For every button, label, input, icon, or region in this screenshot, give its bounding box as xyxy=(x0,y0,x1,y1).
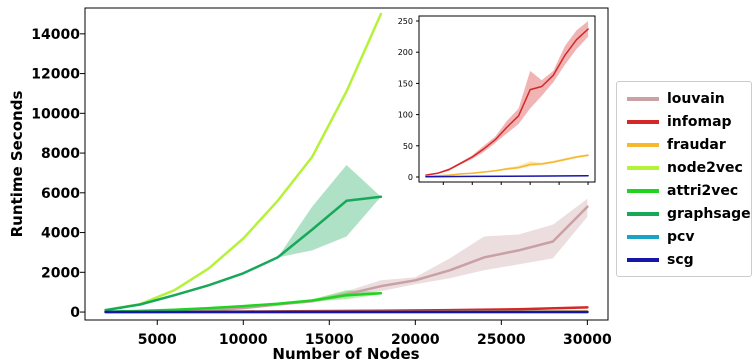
legend-item-graphsage: graphsage xyxy=(627,203,751,225)
legend-item-scg: scg xyxy=(627,249,751,271)
y-tick-label: 2000 xyxy=(41,265,80,281)
y-tick-label: 8000 xyxy=(41,146,80,162)
inset-y-tick-label: 200 xyxy=(398,48,413,57)
legend-swatch xyxy=(627,143,659,147)
main-series-lines xyxy=(104,12,589,314)
main-y-axis-ticks: 0 2000 4000 6000 8000 10000 12000 14000 xyxy=(31,27,85,321)
legend-label: scg xyxy=(667,252,694,268)
legend-label: fraudar xyxy=(667,137,726,153)
x-axis-label: Number of Nodes xyxy=(272,345,419,363)
legend-item-attri2vec: attri2vec xyxy=(627,180,751,202)
y-tick-label: 12000 xyxy=(31,67,80,83)
main-line-attri2vec xyxy=(104,291,383,313)
inset-series-lines xyxy=(425,28,589,178)
inset-line-scg xyxy=(425,175,589,178)
x-tick-label: 30000 xyxy=(563,332,612,348)
y-tick-label: 10000 xyxy=(31,106,80,122)
main-band-graphsage xyxy=(105,165,381,311)
legend-item-pcv: pcv xyxy=(627,226,751,248)
legend-label: attri2vec xyxy=(667,183,739,199)
x-tick-label: 10000 xyxy=(219,332,268,348)
legend-swatch xyxy=(627,258,659,262)
legend-label: infomap xyxy=(667,114,732,130)
inset-y-tick-label: 50 xyxy=(403,142,413,151)
legend-item-node2vec: node2vec xyxy=(627,157,751,179)
x-tick-label: 15000 xyxy=(305,332,354,348)
legend-swatch xyxy=(627,120,659,124)
y-tick-label: 14000 xyxy=(31,27,80,43)
legend-item-louvain: louvain xyxy=(627,88,751,110)
main-line-graphsage xyxy=(104,195,383,312)
main-line-node2vec xyxy=(104,12,383,312)
legend-swatch xyxy=(627,189,659,193)
chart-legend: louvain infomap fraudar node2vec attri2vec gr… xyxy=(616,81,752,277)
y-tick-label: 6000 xyxy=(41,186,80,202)
legend-swatch xyxy=(627,166,659,170)
main-band-node2vec xyxy=(105,14,381,311)
inset-y-axis-ticks: 0 50 100 150 200 250 xyxy=(398,17,419,182)
inset-x-axis-ticks xyxy=(442,182,589,185)
y-tick-label: 4000 xyxy=(41,226,80,242)
legend-label: graphsage xyxy=(667,206,751,222)
inset-y-tick-label: 0 xyxy=(408,173,413,182)
legend-label: louvain xyxy=(667,91,725,107)
y-axis-label: Runtime Seconds xyxy=(8,91,26,238)
main-plot-frame xyxy=(84,7,609,321)
x-tick-label: 5000 xyxy=(138,332,177,348)
legend-label: node2vec xyxy=(667,160,743,176)
inset-plot-frame xyxy=(418,15,596,183)
inset-background xyxy=(394,12,600,184)
legend-swatch xyxy=(627,97,659,101)
legend-swatch xyxy=(627,235,659,239)
x-tick-label: 25000 xyxy=(477,332,526,348)
x-tick-label: 20000 xyxy=(391,332,440,348)
y-tick-label: 0 xyxy=(70,305,80,321)
inset-line-infomap xyxy=(425,28,589,176)
inset-y-tick-label: 100 xyxy=(398,111,413,120)
legend-item-fraudar: fraudar xyxy=(627,134,751,156)
legend-item-infomap: infomap xyxy=(627,111,751,133)
inset-y-tick-label: 150 xyxy=(398,79,413,88)
legend-swatch xyxy=(627,212,659,216)
main-x-axis-ticks: 5000 10000 15000 20000 25000 30000 xyxy=(138,320,612,348)
inset-y-tick-label: 250 xyxy=(398,17,413,26)
inset-line-fraudar xyxy=(425,154,589,178)
legend-label: pcv xyxy=(667,229,695,245)
